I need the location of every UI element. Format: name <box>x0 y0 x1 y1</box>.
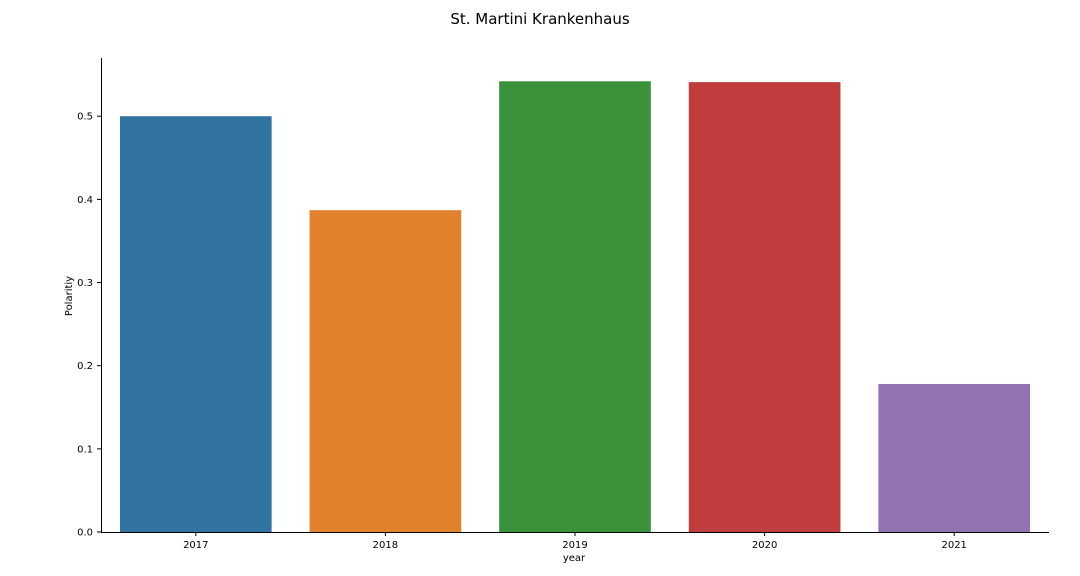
y-tick-label: 0.4 <box>77 195 93 206</box>
x-tick-label-2018: 2018 <box>373 540 398 551</box>
bar-2017 <box>119 116 272 533</box>
y-tick-label: 0.2 <box>77 361 93 372</box>
bar-2018 <box>309 210 462 532</box>
bars-group <box>119 81 1031 533</box>
x-axis-label: year <box>563 553 586 564</box>
x-tick-label-2017: 2017 <box>183 540 208 551</box>
x-tick-label-2019: 2019 <box>562 540 587 551</box>
chart-title: St. Martini Krankenhaus <box>450 10 630 28</box>
y-axis-label: Polaritiy <box>64 276 75 316</box>
x-tick-label-2020: 2020 <box>752 540 777 551</box>
y-axis-ticks: 0.0 0.1 0.2 0.3 0.4 0.5 <box>77 112 101 539</box>
y-tick-label: 0.3 <box>77 278 93 289</box>
bar-2020 <box>688 82 841 533</box>
bar-2021 <box>878 383 1031 532</box>
x-axis-ticks: 2017 2018 2019 2020 2021 <box>183 532 967 551</box>
y-tick-label: 0.1 <box>77 444 93 455</box>
y-tick-label: 0.5 <box>77 112 93 123</box>
x-tick-label-2021: 2021 <box>941 540 966 551</box>
y-tick-label: 0.0 <box>77 528 93 539</box>
bar-2019 <box>499 81 651 532</box>
